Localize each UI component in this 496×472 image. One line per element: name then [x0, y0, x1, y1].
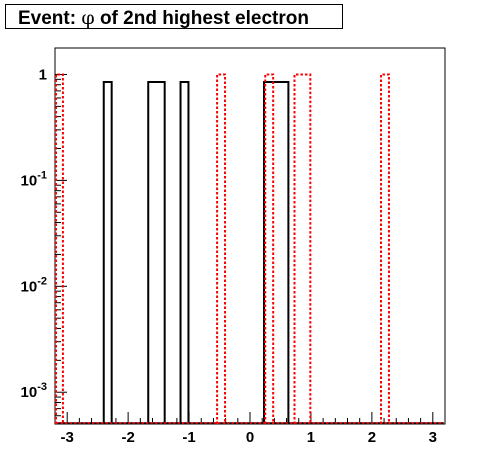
y-tick-label: 1	[39, 66, 47, 83]
x-tick-label: 0	[246, 429, 254, 446]
black-histogram-bin	[263, 80, 290, 424]
red-histogram-bin	[380, 73, 390, 424]
series-layer	[55, 73, 444, 424]
x-tick-label: -1	[182, 429, 195, 446]
y-tick-label: 10-2	[21, 275, 47, 295]
black-histogram-bin	[147, 80, 166, 424]
red-histogram-bin	[293, 73, 312, 424]
x-tick-label: 3	[429, 429, 437, 446]
x-tick-label: 2	[368, 429, 376, 446]
chart-title: Event: φ of 2nd highest electron	[18, 7, 309, 30]
title-rest: of 2nd highest electron	[94, 8, 309, 29]
red-histogram-bin	[55, 73, 64, 424]
x-tick-label: -2	[121, 429, 134, 446]
red-histogram-bin	[264, 73, 275, 424]
title-prefix: Event:	[18, 8, 82, 29]
y-tick-label: 10-3	[21, 381, 47, 401]
axes: -3 -2 -1 0 1 2 3 1 10-1 10-2 10-3	[21, 66, 446, 446]
red-histogram-bin	[216, 73, 227, 424]
y-tick-label: 10-1	[21, 169, 47, 189]
black-histogram-bin	[179, 80, 190, 424]
chart-title-box: Event: φ of 2nd highest electron	[5, 4, 343, 29]
title-phi-symbol: φ	[81, 7, 95, 29]
plot-frame	[54, 47, 446, 425]
x-tick-label: 1	[307, 429, 315, 446]
black-histogram-bin	[102, 80, 113, 424]
x-tick-label: -3	[61, 429, 74, 446]
